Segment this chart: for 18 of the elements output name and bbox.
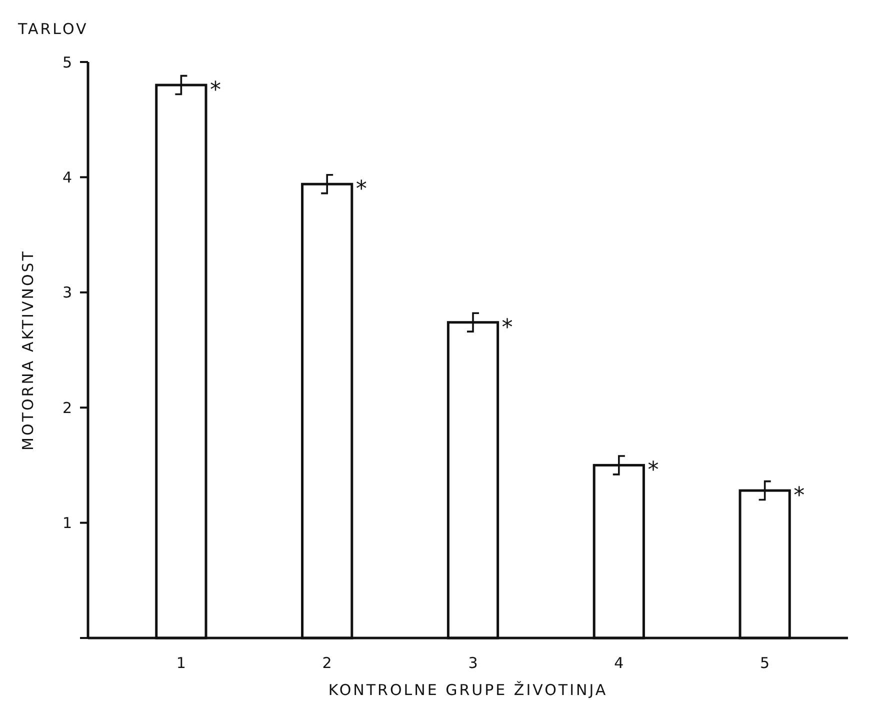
y-tick-label: 4	[62, 168, 72, 186]
annotation: *	[356, 177, 367, 202]
x-tick-label: 2	[322, 654, 332, 672]
annotation: *	[502, 315, 513, 340]
x-tick-label: 5	[760, 654, 770, 672]
y-tick-label: 2	[62, 398, 72, 417]
text: TARLOV	[17, 20, 88, 38]
annotation: *	[210, 78, 221, 104]
annotation: *	[794, 484, 805, 509]
x-tick-label: 1	[176, 654, 186, 672]
y-tick-label: 1	[62, 514, 72, 532]
annotation: *	[648, 458, 659, 484]
x-axis-title: KONTROLNE GRUPE ŽIVOTINJA	[328, 681, 608, 699]
y-tick-label: 5	[62, 53, 72, 72]
x-tick-label: 3	[468, 654, 478, 672]
x-tick-label: 4	[614, 654, 624, 672]
y-axis-title: MOTORNA AKTIVNOST	[19, 250, 37, 450]
y-tick-label: 3	[62, 284, 72, 302]
